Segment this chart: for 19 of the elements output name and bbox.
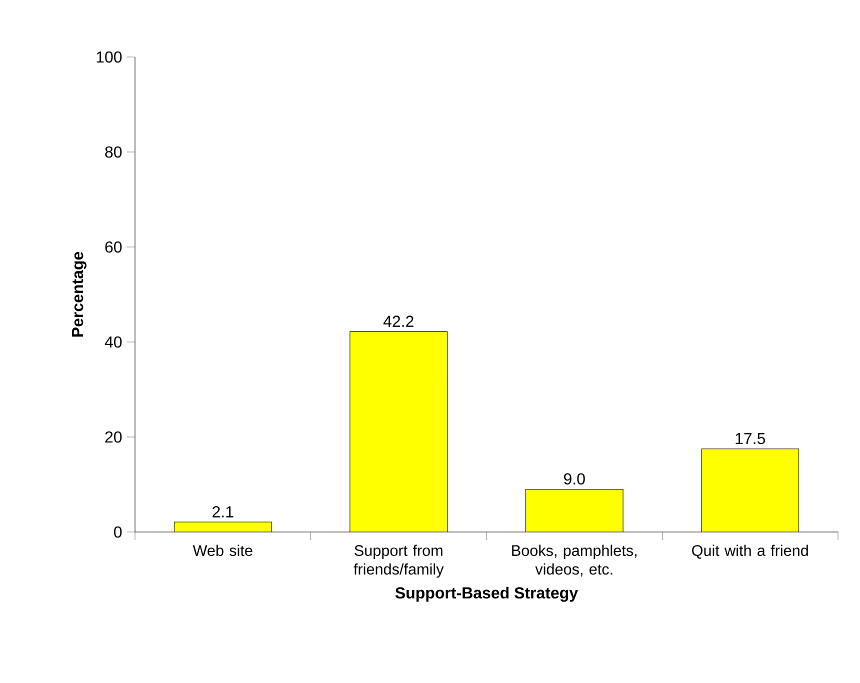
y-tick-label: 100 (96, 51, 122, 63)
x-tick-label: Web site (192, 544, 252, 556)
y-tick-label: 60 (105, 241, 122, 253)
y-tick-label: 40 (104, 336, 122, 348)
x-tick-label: Support from friends/family (354, 544, 444, 578)
y-tick-label: 0 (114, 526, 122, 538)
bar (526, 489, 624, 532)
data-label: 9.0 (564, 473, 585, 485)
data-label: 42.2 (383, 316, 414, 327)
x-tick-label: Books, pamphlets, videos, etc. (512, 544, 636, 576)
y-tick-label: 80 (105, 146, 122, 158)
x-tick-label: Quit with a friend (692, 544, 808, 559)
bar (701, 448, 800, 532)
y-axis-title: Percentage (72, 252, 86, 337)
data-label: 2.1 (212, 506, 234, 518)
x-axis-title: Support-Based Strategy (395, 586, 578, 602)
y-tick-label: 20 (105, 431, 122, 443)
data-label: 17.5 (736, 433, 766, 444)
bar (350, 332, 448, 532)
